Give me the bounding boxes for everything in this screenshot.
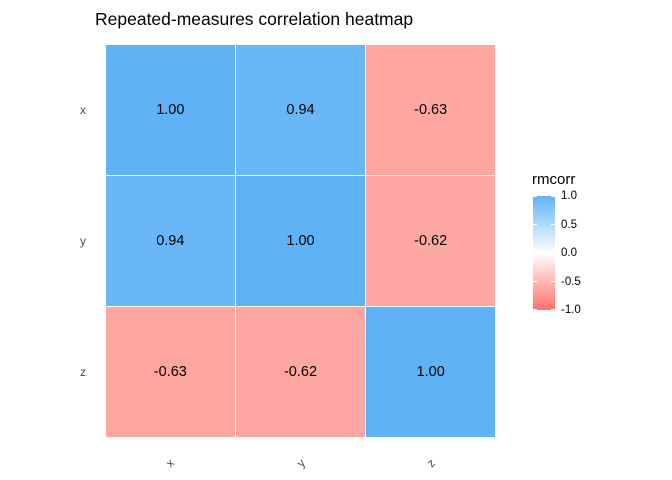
legend-tick-mark (551, 309, 555, 310)
legend-tick-mark (533, 280, 537, 283)
heatmap-cell-x-y: 0.94 (236, 45, 365, 175)
y-axis-label-y: y (80, 234, 86, 248)
heatmap-panel: 1.00 0.94 -0.63 0.94 1.00 -0.62 -0.63 -0.62 1.00 (106, 45, 495, 437)
x-axis-label-x: x (163, 455, 178, 471)
cell-value-label: -0.63 (414, 101, 448, 118)
heatmap-cell-y-x: 0.94 (106, 176, 235, 306)
legend-tick-label: -1.0 (561, 304, 581, 316)
x-axis-labels: x y z (106, 437, 495, 480)
legend-tick-mark (551, 252, 555, 254)
cell-value-label: -0.63 (153, 364, 187, 381)
legend-tick-mark (551, 280, 555, 283)
legend-tick-labels: 1.0 0.5 0.0 -0.5 -1.0 (561, 190, 601, 316)
legend-tick-mark (533, 196, 537, 197)
chart-title: Repeated-measures correlation heatmap (95, 9, 414, 29)
heatmap-cell-z-y: -0.62 (236, 307, 365, 437)
legend-tick-label: 1.0 (561, 190, 577, 202)
y-axis-labels: x y z (50, 45, 86, 437)
y-axis-label-x: x (80, 102, 86, 117)
legend-tick-mark (551, 196, 555, 197)
x-axis-label-z: z (423, 455, 438, 471)
legend-gradient-bar (533, 196, 555, 310)
cell-value-label: -0.62 (414, 232, 448, 249)
heatmap-cell-y-z: -0.62 (366, 176, 495, 306)
cell-value-label: 0.94 (156, 232, 185, 249)
legend-tick-mark (533, 223, 537, 226)
legend-tick-label: 0.0 (561, 247, 577, 259)
cell-value-label: 1.00 (286, 232, 315, 249)
cell-value-label: 1.00 (156, 101, 185, 118)
cell-value-label: -0.62 (283, 364, 318, 381)
legend-tick-label: -0.5 (561, 275, 581, 288)
y-axis-label-z: z (80, 365, 86, 380)
legend-tick-mark (533, 252, 537, 254)
heatmap-cell-z-z: 1.00 (366, 307, 495, 437)
cell-value-label: 1.00 (416, 364, 445, 381)
heatmap-cell-x-z: -0.63 (366, 45, 495, 175)
legend-tick-mark (533, 309, 537, 310)
legend-tick-label: 0.5 (561, 218, 577, 231)
heatmap-cell-y-y: 1.00 (236, 176, 365, 306)
heatmap-cell-x-x: 1.00 (106, 45, 235, 175)
cell-value-label: 0.94 (286, 101, 315, 118)
legend-title: rmcorr (532, 171, 576, 188)
legend-tick-mark (551, 223, 555, 226)
heatmap-cell-z-x: -0.63 (106, 307, 235, 437)
x-axis-label-y: y (293, 455, 308, 471)
